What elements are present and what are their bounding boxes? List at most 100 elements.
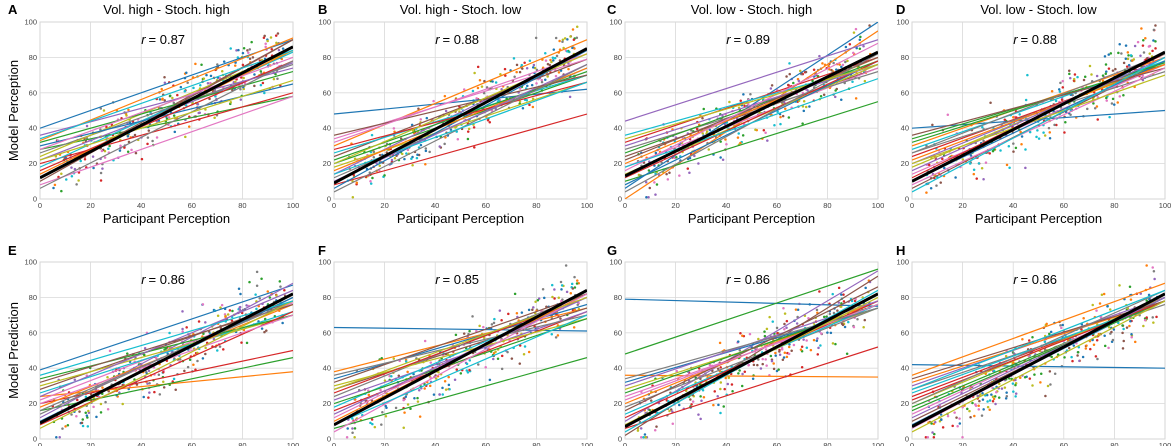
data-point bbox=[712, 403, 715, 407]
data-point bbox=[802, 100, 806, 103]
y-tick-label: 80 bbox=[29, 293, 37, 302]
data-point bbox=[85, 124, 89, 128]
data-point bbox=[528, 103, 531, 107]
plot-content bbox=[334, 25, 587, 199]
data-point bbox=[1035, 135, 1038, 139]
data-point bbox=[161, 97, 164, 100]
data-point bbox=[736, 136, 740, 139]
data-point bbox=[1031, 336, 1034, 339]
data-point bbox=[403, 411, 406, 414]
data-point bbox=[441, 386, 444, 390]
data-point bbox=[655, 183, 659, 186]
data-point bbox=[1012, 115, 1015, 119]
data-point bbox=[815, 308, 819, 312]
data-point bbox=[1042, 131, 1045, 134]
data-point bbox=[216, 63, 219, 66]
data-point bbox=[351, 427, 354, 430]
data-point bbox=[1143, 318, 1147, 322]
panel-title: Vol. low - Stoch. high bbox=[691, 2, 812, 17]
data-point bbox=[455, 368, 459, 371]
data-point bbox=[537, 297, 541, 300]
data-point bbox=[716, 395, 719, 398]
data-point bbox=[53, 183, 57, 187]
data-point bbox=[556, 334, 560, 337]
participant-fit-line bbox=[334, 81, 587, 175]
y-tick-label: 20 bbox=[323, 159, 331, 168]
data-point bbox=[147, 129, 151, 132]
data-point bbox=[719, 366, 722, 369]
data-point bbox=[787, 345, 791, 349]
data-point bbox=[852, 325, 856, 329]
participant-fit-line bbox=[40, 56, 293, 151]
correlation-symbol: r bbox=[1013, 272, 1018, 287]
data-point bbox=[99, 179, 103, 182]
data-point bbox=[700, 399, 703, 403]
panel-title: Vol. high - Stoch. high bbox=[103, 2, 229, 17]
data-point bbox=[1053, 123, 1056, 127]
data-point bbox=[648, 186, 652, 190]
data-point bbox=[127, 108, 130, 112]
data-point bbox=[991, 395, 995, 398]
x-axis-label: Participant Perception bbox=[103, 211, 230, 226]
data-point bbox=[506, 350, 509, 354]
panel-letter: F bbox=[318, 243, 326, 258]
data-point bbox=[1043, 134, 1047, 137]
data-point bbox=[550, 60, 553, 64]
data-point bbox=[370, 418, 374, 421]
data-point bbox=[561, 38, 565, 42]
data-point bbox=[946, 414, 950, 418]
data-point bbox=[373, 425, 377, 429]
y-tick-label: 0 bbox=[327, 435, 331, 444]
data-point bbox=[477, 363, 480, 366]
data-point bbox=[480, 85, 484, 88]
data-point bbox=[208, 97, 211, 101]
data-point bbox=[371, 422, 374, 426]
data-point bbox=[719, 156, 722, 159]
y-tick-label: 80 bbox=[29, 53, 37, 62]
data-point bbox=[512, 57, 516, 60]
data-point bbox=[770, 84, 774, 87]
correlation-label: r = 0.86 bbox=[1013, 272, 1057, 287]
data-point bbox=[1121, 324, 1124, 327]
data-point bbox=[1055, 123, 1058, 127]
data-point bbox=[1114, 67, 1117, 71]
data-point bbox=[212, 337, 216, 341]
data-point bbox=[559, 317, 562, 320]
data-point bbox=[196, 359, 199, 363]
data-point bbox=[167, 116, 171, 119]
data-point bbox=[476, 65, 480, 69]
data-point bbox=[1133, 340, 1137, 344]
data-point bbox=[491, 80, 494, 83]
data-point bbox=[738, 369, 741, 372]
data-point bbox=[246, 49, 249, 52]
data-point bbox=[264, 42, 267, 45]
correlation-value: = 0.85 bbox=[443, 272, 480, 287]
data-point bbox=[568, 95, 572, 99]
data-point bbox=[428, 150, 431, 154]
x-tick-label: 60 bbox=[773, 201, 781, 210]
data-point bbox=[804, 105, 808, 109]
data-point bbox=[466, 130, 470, 133]
plot-area bbox=[333, 261, 588, 440]
data-point bbox=[701, 389, 705, 392]
data-point bbox=[521, 107, 525, 110]
data-point bbox=[738, 349, 742, 352]
data-point bbox=[759, 367, 763, 370]
data-point bbox=[1048, 131, 1052, 134]
data-point bbox=[1107, 326, 1111, 329]
data-point bbox=[1141, 74, 1145, 78]
data-point bbox=[654, 151, 658, 155]
data-point bbox=[645, 195, 648, 199]
data-point bbox=[653, 429, 657, 432]
panel-C: 0 20 40 60 80 100 0 20 40 60 80 100 r = 0.89 Participa… bbox=[607, 2, 884, 226]
panel-letter: G bbox=[607, 243, 617, 258]
data-point bbox=[530, 83, 534, 87]
data-point bbox=[148, 381, 151, 385]
data-point bbox=[994, 402, 997, 406]
data-point bbox=[1061, 79, 1064, 83]
data-point bbox=[971, 401, 974, 405]
data-point bbox=[859, 35, 862, 39]
data-point bbox=[278, 280, 282, 283]
correlation-symbol: r bbox=[141, 32, 146, 47]
y-tick-label: 20 bbox=[614, 159, 622, 168]
